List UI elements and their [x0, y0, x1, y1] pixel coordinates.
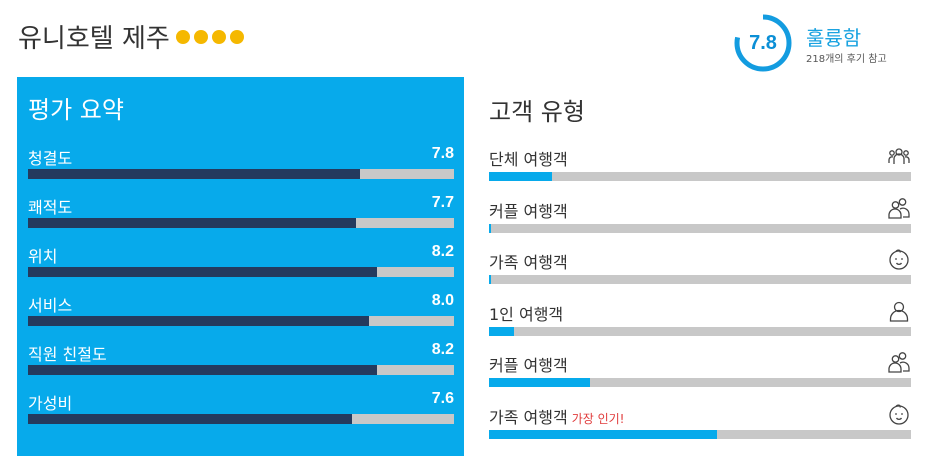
traveler-type-label-wrap: 커플 여행객: [489, 352, 568, 376]
rating-label: 쾌적도: [28, 198, 73, 217]
review-count: 218개의 후기 참고: [806, 54, 887, 65]
traveler-type-label: 단체 여행객: [489, 150, 568, 169]
rating-bar-fill: [28, 218, 357, 228]
overall-score: 7.8: [749, 31, 777, 54]
star-dot-icon: [175, 29, 190, 44]
traveler-type-bar-track: [489, 224, 911, 233]
rating-value: 8.2: [431, 243, 454, 260]
star-rating: [175, 29, 248, 44]
star-dot-icon: [193, 29, 208, 44]
rating-bar-track: [28, 267, 454, 277]
baby-face-icon: [887, 402, 911, 426]
traveler-type-label-wrap: 커플 여행객: [489, 198, 568, 222]
traveler-type-label-wrap: 1인 여행객: [489, 301, 563, 325]
baby-face-icon: [887, 247, 911, 271]
star-dot-icon: [229, 29, 244, 44]
rating-bar-fill: [28, 365, 378, 375]
traveler-type-bar-fill: [489, 378, 591, 387]
rating-value: 7.7: [431, 194, 454, 211]
couple-icon: [887, 350, 911, 374]
rating-label: 위치: [28, 247, 58, 266]
most-popular-badge: 가장 인기!: [571, 412, 625, 426]
traveler-type-bar-track: [489, 430, 911, 439]
traveler-type-bar-fill: [489, 172, 553, 181]
rating-label: 서비스: [28, 296, 73, 315]
group-icon: [887, 144, 911, 168]
traveler-type-label: 가족 여행객: [489, 408, 568, 427]
rating-bar-track: [28, 365, 454, 375]
traveler-type-bar-fill: [489, 327, 515, 336]
traveler-type-bar-track: [489, 327, 911, 336]
rating-bar-fill: [28, 267, 378, 277]
traveler-type-label-wrap: 가족 여행객: [489, 249, 568, 273]
rating-value: 8.0: [431, 292, 454, 309]
couple-icon: [887, 196, 911, 220]
traveler-type-bar-track: [489, 378, 911, 387]
rating-bar-track: [28, 414, 454, 424]
rating-value: 8.2: [431, 341, 454, 358]
rating-bar-fill: [28, 414, 352, 424]
rating-bar-fill: [28, 169, 361, 179]
traveler-type-bar-fill: [489, 275, 492, 284]
traveler-types-title: 고객 유형: [489, 98, 585, 126]
traveler-type-bar-fill: [489, 430, 717, 439]
hotel-name: 유니호텔 제주: [18, 24, 170, 54]
rating-bar-fill: [28, 316, 369, 326]
rating-bar-track: [28, 316, 454, 326]
traveler-type-bar-fill: [489, 224, 492, 233]
traveler-type-bar-track: [489, 172, 911, 181]
score-ring: [734, 14, 792, 72]
traveler-type-label: 가족 여행객: [489, 253, 568, 272]
rating-bar-track: [28, 169, 454, 179]
traveler-type-bar-track: [489, 275, 911, 284]
rating-label: 청결도: [28, 149, 73, 168]
star-dot-icon: [211, 29, 226, 44]
score-verdict[interactable]: 훌륭함: [806, 26, 862, 50]
rating-value: 7.6: [431, 390, 454, 407]
hotel-title: 유니호텔 제주: [18, 18, 248, 55]
traveler-type-label: 1인 여행객: [489, 305, 564, 324]
traveler-type-label: 커플 여행객: [489, 356, 568, 375]
rating-bar-track: [28, 218, 454, 228]
traveler-type-label-wrap: 가족 여행객 가장 인기!: [489, 404, 624, 428]
rating-label: 가성비: [28, 394, 73, 413]
rating-value: 7.8: [431, 145, 454, 162]
traveler-type-label-wrap: 단체 여행객: [489, 146, 568, 170]
single-person-icon: [887, 299, 911, 323]
rating-label: 직원 친절도: [28, 345, 107, 364]
rating-summary-panel: [17, 77, 464, 456]
traveler-type-label: 커플 여행객: [489, 202, 568, 221]
rating-summary-title: 평가 요약: [28, 96, 124, 124]
